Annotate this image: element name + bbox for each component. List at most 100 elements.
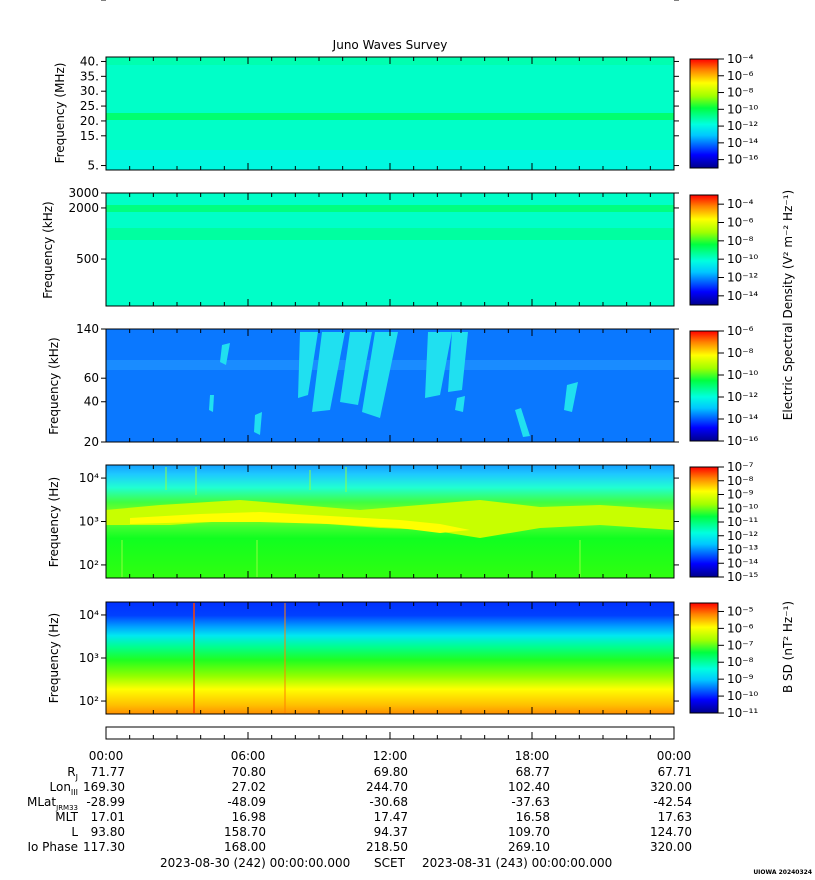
panel-3-ytick-label: 140 [76,322,99,336]
panel-5-xticks [105,602,675,714]
panel-1-ytick-label: 25. [80,99,99,113]
colorbar-4-tick-label: 10⁻¹² [727,529,758,543]
ephemeris-value: 17.63 [658,810,692,824]
panel-1-ytick-label: 20. [80,114,99,128]
colorbar-label-electric: Electric Spectral Density (V² m⁻² Hz⁻¹) [781,190,795,420]
ephemeris-value: 71.77 [91,765,125,779]
colorbar-3-tick-label: 10⁻¹⁴ [727,412,758,426]
colorbar-5-tick-label: 10⁻⁵ [727,604,754,618]
ephemeris-value: 218.50 [366,840,408,854]
panel-1-ytick-label: 35. [80,69,99,83]
ephemeris-value: 320.00 [650,780,692,794]
ephemeris-time-label: 12:00 [373,749,408,763]
colorbar-3-tick-label: 10⁻⁸ [727,346,754,360]
colorbar-5: 10⁻⁵ 10⁻⁶ 10⁻⁷ 10⁻⁸ 10⁻⁹ 10⁻¹⁰ 10⁻¹¹ [689,602,758,720]
ephemeris-value: 269.10 [508,840,550,854]
colorbar-2-tick-label: 10⁻⁸ [727,234,754,248]
panel-4-xticks [105,465,675,578]
colorbar-1-tick-label: 10⁻⁸ [727,86,754,100]
ephemeris-value: 67.71 [658,765,692,779]
panel-3-ytick-label: 40 [84,395,99,409]
colorbar-1-tick-label: 10⁻¹⁴ [727,136,758,150]
panel-1-ylabel: Frequency (MHz) [53,63,67,164]
ephemeris-time-label: 00:00 [89,749,124,763]
footer-start-time: 2023-08-30 (242) 00:00:00.000 [160,856,350,870]
colorbar-3: 10⁻⁶ 10⁻⁸ 10⁻¹⁰ 10⁻¹² 10⁻¹⁴ 10⁻¹⁶ [689,324,758,448]
colorbar-3-tick-label: 10⁻¹⁰ [727,368,758,382]
ephemeris-time-label: 18:00 [515,749,550,763]
panel-2-ylabel: Frequency (kHz) [41,201,55,298]
ephemeris-label-mlt: MLT [55,810,78,824]
panel-1-ytick-label: 10. [80,0,99,3]
colorbar-1-tick-label: 10⁻¹⁶ [727,153,758,167]
panel-5-ylabel: Frequency (Hz) [47,613,61,704]
colorbar-3-tick-label: 10⁻⁶ [727,324,754,338]
ephemeris-value: -48.09 [227,795,266,809]
colorbar-2-ticks: 10⁻⁴ 10⁻⁶ 10⁻⁸ 10⁻¹⁰ 10⁻¹² 10⁻¹⁴ [718,197,758,303]
panel-3-ylabel: Frequency (kHz) [47,337,61,434]
ephemeris-label-iophase: Io Phase [27,840,78,854]
time-axis [105,726,675,740]
panel-5-ytick-label: 10³ [79,651,99,665]
colorbar-4-tick-label: 10⁻⁸ [727,474,754,488]
colorbar-4-ticks: 10⁻⁷10⁻⁸10⁻⁹10⁻¹⁰10⁻¹¹10⁻¹²10⁻¹³10⁻¹⁴10⁻… [718,460,758,584]
ephemeris-value: 70.80 [232,765,266,779]
panel-3-khz-low: 140 100 60 40 20 Frequency (kHz) [47,0,679,449]
panel-2-band-1000khz [106,228,674,240]
colorbar-label-magnetic: B SD (nT² Hz⁻¹) [781,601,795,693]
ephemeris-label-lon: LonIII [50,780,79,797]
ephemeris-time-label: 06:00 [231,749,266,763]
ephemeris-value: 158.70 [224,825,266,839]
uiowa-watermark: UIOWA 20240324 [753,869,812,876]
panel-3-ytick-label: 100 [76,0,99,3]
panel-3-yticks: 140 100 60 40 20 [76,0,679,449]
colorbar-1-tick-label: 10⁻⁴ [727,52,754,66]
panel-5-ytick-label: 10⁴ [79,608,99,622]
colorbar-5-tick-label: 10⁻⁹ [727,672,754,686]
ephemeris-table: RJ LonIII MLatJRM33 MLT L Io Phase 00:00… [27,749,692,854]
colorbar-4-tick-label: 10⁻¹¹ [727,515,758,529]
colorbar-1-gradient [689,58,719,169]
ephemeris-value: 102.40 [508,780,550,794]
panel-2-ytick-label: 2000 [68,201,99,215]
panel-1-ytick-label: 5. [88,159,99,173]
ephemeris-value: 16.98 [232,810,266,824]
ephemeris-value: 94.37 [374,825,408,839]
footer-end-time: 2023-08-31 (243) 00:00:00.000 [422,856,612,870]
colorbar-1-tick-label: 10⁻¹⁰ [727,102,758,116]
colorbar-1: 10⁻⁴ 10⁻⁶ 10⁻⁸ 10⁻¹⁰ 10⁻¹² 10⁻¹⁴ 10⁻¹⁶ [689,52,758,169]
colorbar-2-tick-label: 10⁻¹² [727,271,758,285]
colorbar-2-tick-label: 10⁻¹⁴ [727,289,758,303]
panel-1-ytick-label: 15. [80,129,99,143]
panel-5-hz-magnetic: 10⁴ 10³ 10² Frequency (Hz) [47,601,679,715]
panel-5-ytick-label: 10² [79,694,99,708]
panel-1-band-20mhz [106,113,674,120]
colorbar-5-tick-label: 10⁻⁶ [727,621,754,635]
ephemeris-value: 69.80 [374,765,408,779]
colorbar-2-tick-label: 10⁻⁴ [727,197,754,211]
footer: 2023-08-30 (242) 00:00:00.000 SCET 2023-… [160,856,612,870]
colorbar-1-ticks: 10⁻⁴ 10⁻⁶ 10⁻⁸ 10⁻¹⁰ 10⁻¹² 10⁻¹⁴ 10⁻¹⁶ [718,52,758,167]
colorbar-3-gradient [689,330,719,442]
ephemeris-value: 244.70 [366,780,408,794]
ephemeris-value: 17.01 [91,810,125,824]
panel-3-ytick-label: 20 [84,435,99,449]
panel-5-yticks: 10⁴ 10³ 10² [79,608,679,708]
panel-1-yticks: 40.35.30.25.20.15. 10. 5. [80,0,679,173]
panel-4-ytick-label: 10² [79,558,99,572]
colorbar-5-tick-label: 10⁻¹¹ [727,706,758,720]
ephemeris-value: 168.00 [224,840,266,854]
panel-4-hiss-core [130,512,470,533]
panel-1-ytick-label: 30. [80,84,99,98]
colorbar-2-tick-label: 10⁻¹⁰ [727,252,758,266]
time-axis-ticks [105,732,675,739]
ephemeris-value: 117.30 [83,840,125,854]
ephemeris-label-l: L [71,825,78,839]
ephemeris-value: -37.63 [511,795,550,809]
panel-3-emission-bursts [209,332,578,437]
colorbar-3-ticks: 10⁻⁶ 10⁻⁸ 10⁻¹⁰ 10⁻¹² 10⁻¹⁴ 10⁻¹⁶ [718,324,758,448]
ephemeris-value: 124.70 [650,825,692,839]
ephemeris-value: 27.02 [232,780,266,794]
